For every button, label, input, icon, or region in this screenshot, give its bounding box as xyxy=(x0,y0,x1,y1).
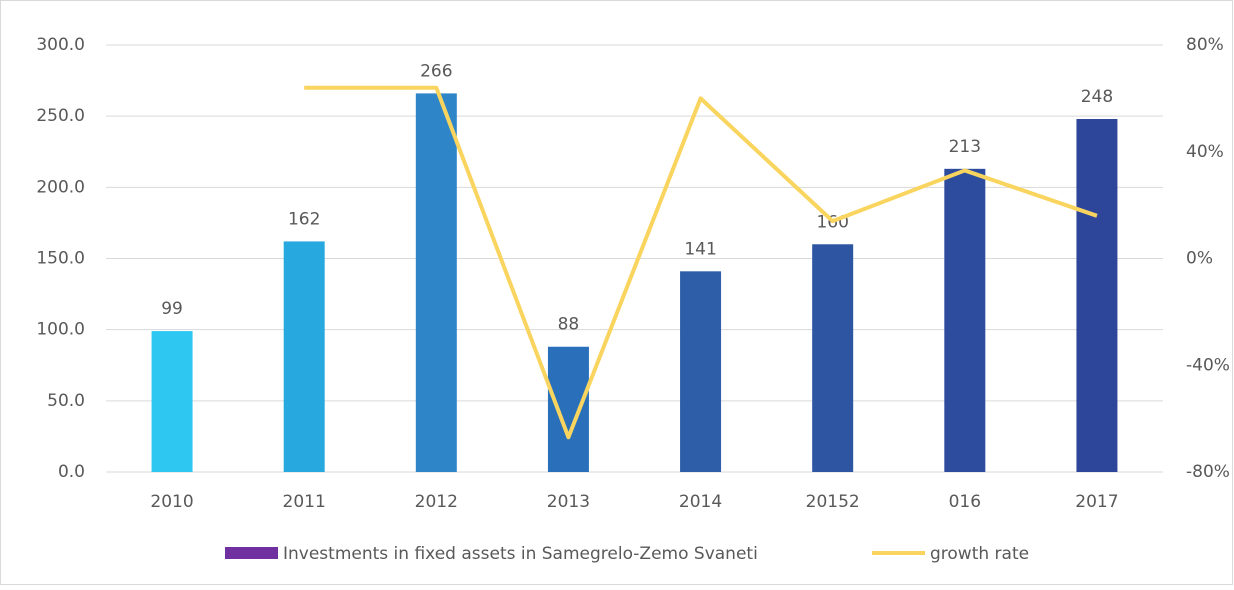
data-label: 213 xyxy=(949,137,981,157)
data-label: 162 xyxy=(288,209,320,229)
bar xyxy=(1076,119,1118,472)
y2-tick-label: 0% xyxy=(1186,249,1213,269)
y2-tick-label: -80% xyxy=(1186,462,1230,482)
y-tick-label: 0.0 xyxy=(58,462,85,482)
y2-tick-label: 40% xyxy=(1186,142,1224,162)
y2-tick-label: -40% xyxy=(1186,355,1230,375)
bar xyxy=(415,93,457,472)
bar xyxy=(944,168,986,472)
data-label: 248 xyxy=(1081,87,1113,107)
x-tick-label: 20152 xyxy=(806,492,860,512)
y-tick-label: 50.0 xyxy=(47,391,85,411)
growth-line xyxy=(304,85,1098,440)
data-label: 88 xyxy=(558,315,580,335)
data-label: 99 xyxy=(161,299,183,319)
legend-label: Investments in fixed assets in Samegrelo… xyxy=(283,544,758,564)
x-tick-label: 2012 xyxy=(415,492,458,512)
bar xyxy=(283,241,325,472)
legend-label: growth rate xyxy=(930,544,1029,564)
x-tick-label: 016 xyxy=(949,492,981,512)
bar xyxy=(151,331,193,472)
y-tick-label: 200.0 xyxy=(36,177,85,197)
x-tick-label: 2017 xyxy=(1075,492,1118,512)
y-tick-label: 300.0 xyxy=(36,35,85,55)
legend-swatch xyxy=(225,547,278,559)
y2-tick-label: 80% xyxy=(1186,35,1224,55)
x-tick-label: 2011 xyxy=(283,492,326,512)
y-tick-label: 250.0 xyxy=(36,106,85,126)
data-label: 141 xyxy=(684,239,716,259)
y-tick-label: 100.0 xyxy=(36,320,85,340)
y-tick-label: 150.0 xyxy=(36,249,85,269)
x-tick-label: 2013 xyxy=(547,492,590,512)
bar xyxy=(680,271,722,472)
x-tick-label: 2014 xyxy=(679,492,722,512)
bar xyxy=(812,244,854,472)
data-label: 266 xyxy=(420,61,452,81)
x-tick-label: 2010 xyxy=(150,492,193,512)
bar xyxy=(547,346,589,472)
